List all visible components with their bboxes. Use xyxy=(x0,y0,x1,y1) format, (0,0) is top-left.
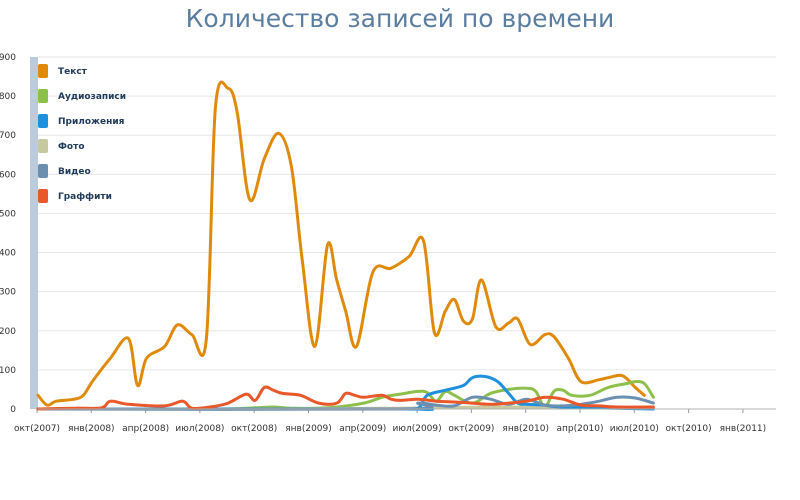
legend-item[interactable]: Видео xyxy=(38,164,91,178)
x-axis: окт(2007) янв(2008) апр(2008) июл(2008) окт(… xyxy=(14,409,766,434)
legend-item[interactable]: Граффити xyxy=(38,189,112,203)
x-tick-label: окт(2010) xyxy=(666,424,712,434)
y-tick-label: 700 xyxy=(0,131,16,141)
y-axis: 0 100 200 300 400 500 600 700 800 900 xyxy=(0,53,16,415)
y-tick-label: 800 xyxy=(0,92,16,102)
legend-item[interactable]: Текст xyxy=(38,64,88,78)
x-tick-label: июл(2008) xyxy=(175,424,224,434)
x-tick-label: июл(2010) xyxy=(610,424,659,434)
chart-title: Количество записей по времени xyxy=(185,4,615,33)
legend-swatch xyxy=(38,164,48,178)
legend[interactable]: Текст Аудиозаписи Приложения Фото Видео Графф… xyxy=(38,64,126,203)
legend-swatch xyxy=(38,89,48,103)
y-tick-label: 0 xyxy=(10,405,16,415)
y-tick-label: 200 xyxy=(0,327,16,337)
x-tick-label: янв(2008) xyxy=(68,424,115,434)
x-tick-label: апр(2010) xyxy=(556,424,603,434)
x-tick-label: апр(2009) xyxy=(339,424,386,434)
x-tick-label: окт(2009) xyxy=(448,424,494,434)
legend-label: Текст xyxy=(58,67,88,77)
x-tick-label: июл(2009) xyxy=(393,424,442,434)
legend-swatch xyxy=(38,114,48,128)
grid xyxy=(38,56,776,410)
legend-label: Видео xyxy=(58,167,91,177)
x-tick-label: окт(2008) xyxy=(231,424,277,434)
legend-swatch xyxy=(38,139,48,153)
y-tick-label: 400 xyxy=(0,249,16,259)
y-tick-label: 900 xyxy=(0,53,16,63)
x-tick-label: апр(2008) xyxy=(122,424,169,434)
y-axis-band xyxy=(30,57,38,409)
x-tick-label: окт(2007) xyxy=(14,424,60,434)
legend-label: Граффити xyxy=(58,192,112,202)
y-tick-label: 300 xyxy=(0,288,16,298)
legend-label: Аудиозаписи xyxy=(58,92,126,102)
series-line xyxy=(36,80,646,407)
legend-swatch xyxy=(38,189,48,203)
series-group xyxy=(36,80,776,411)
y-tick-label: 100 xyxy=(0,366,16,376)
legend-item[interactable]: Аудиозаписи xyxy=(38,89,126,103)
legend-item[interactable]: Приложения xyxy=(38,114,125,128)
x-tick-label: янв(2011) xyxy=(720,424,767,434)
legend-swatch xyxy=(38,64,48,78)
legend-label: Приложения xyxy=(58,117,125,127)
y-tick-label: 600 xyxy=(0,170,16,180)
y-tick-label: 500 xyxy=(0,209,16,219)
x-tick-label: янв(2010) xyxy=(502,424,549,434)
legend-item[interactable]: Фото xyxy=(38,139,85,153)
legend-label: Фото xyxy=(58,142,85,152)
x-tick-label: янв(2009) xyxy=(285,424,332,434)
series-line xyxy=(36,385,655,411)
